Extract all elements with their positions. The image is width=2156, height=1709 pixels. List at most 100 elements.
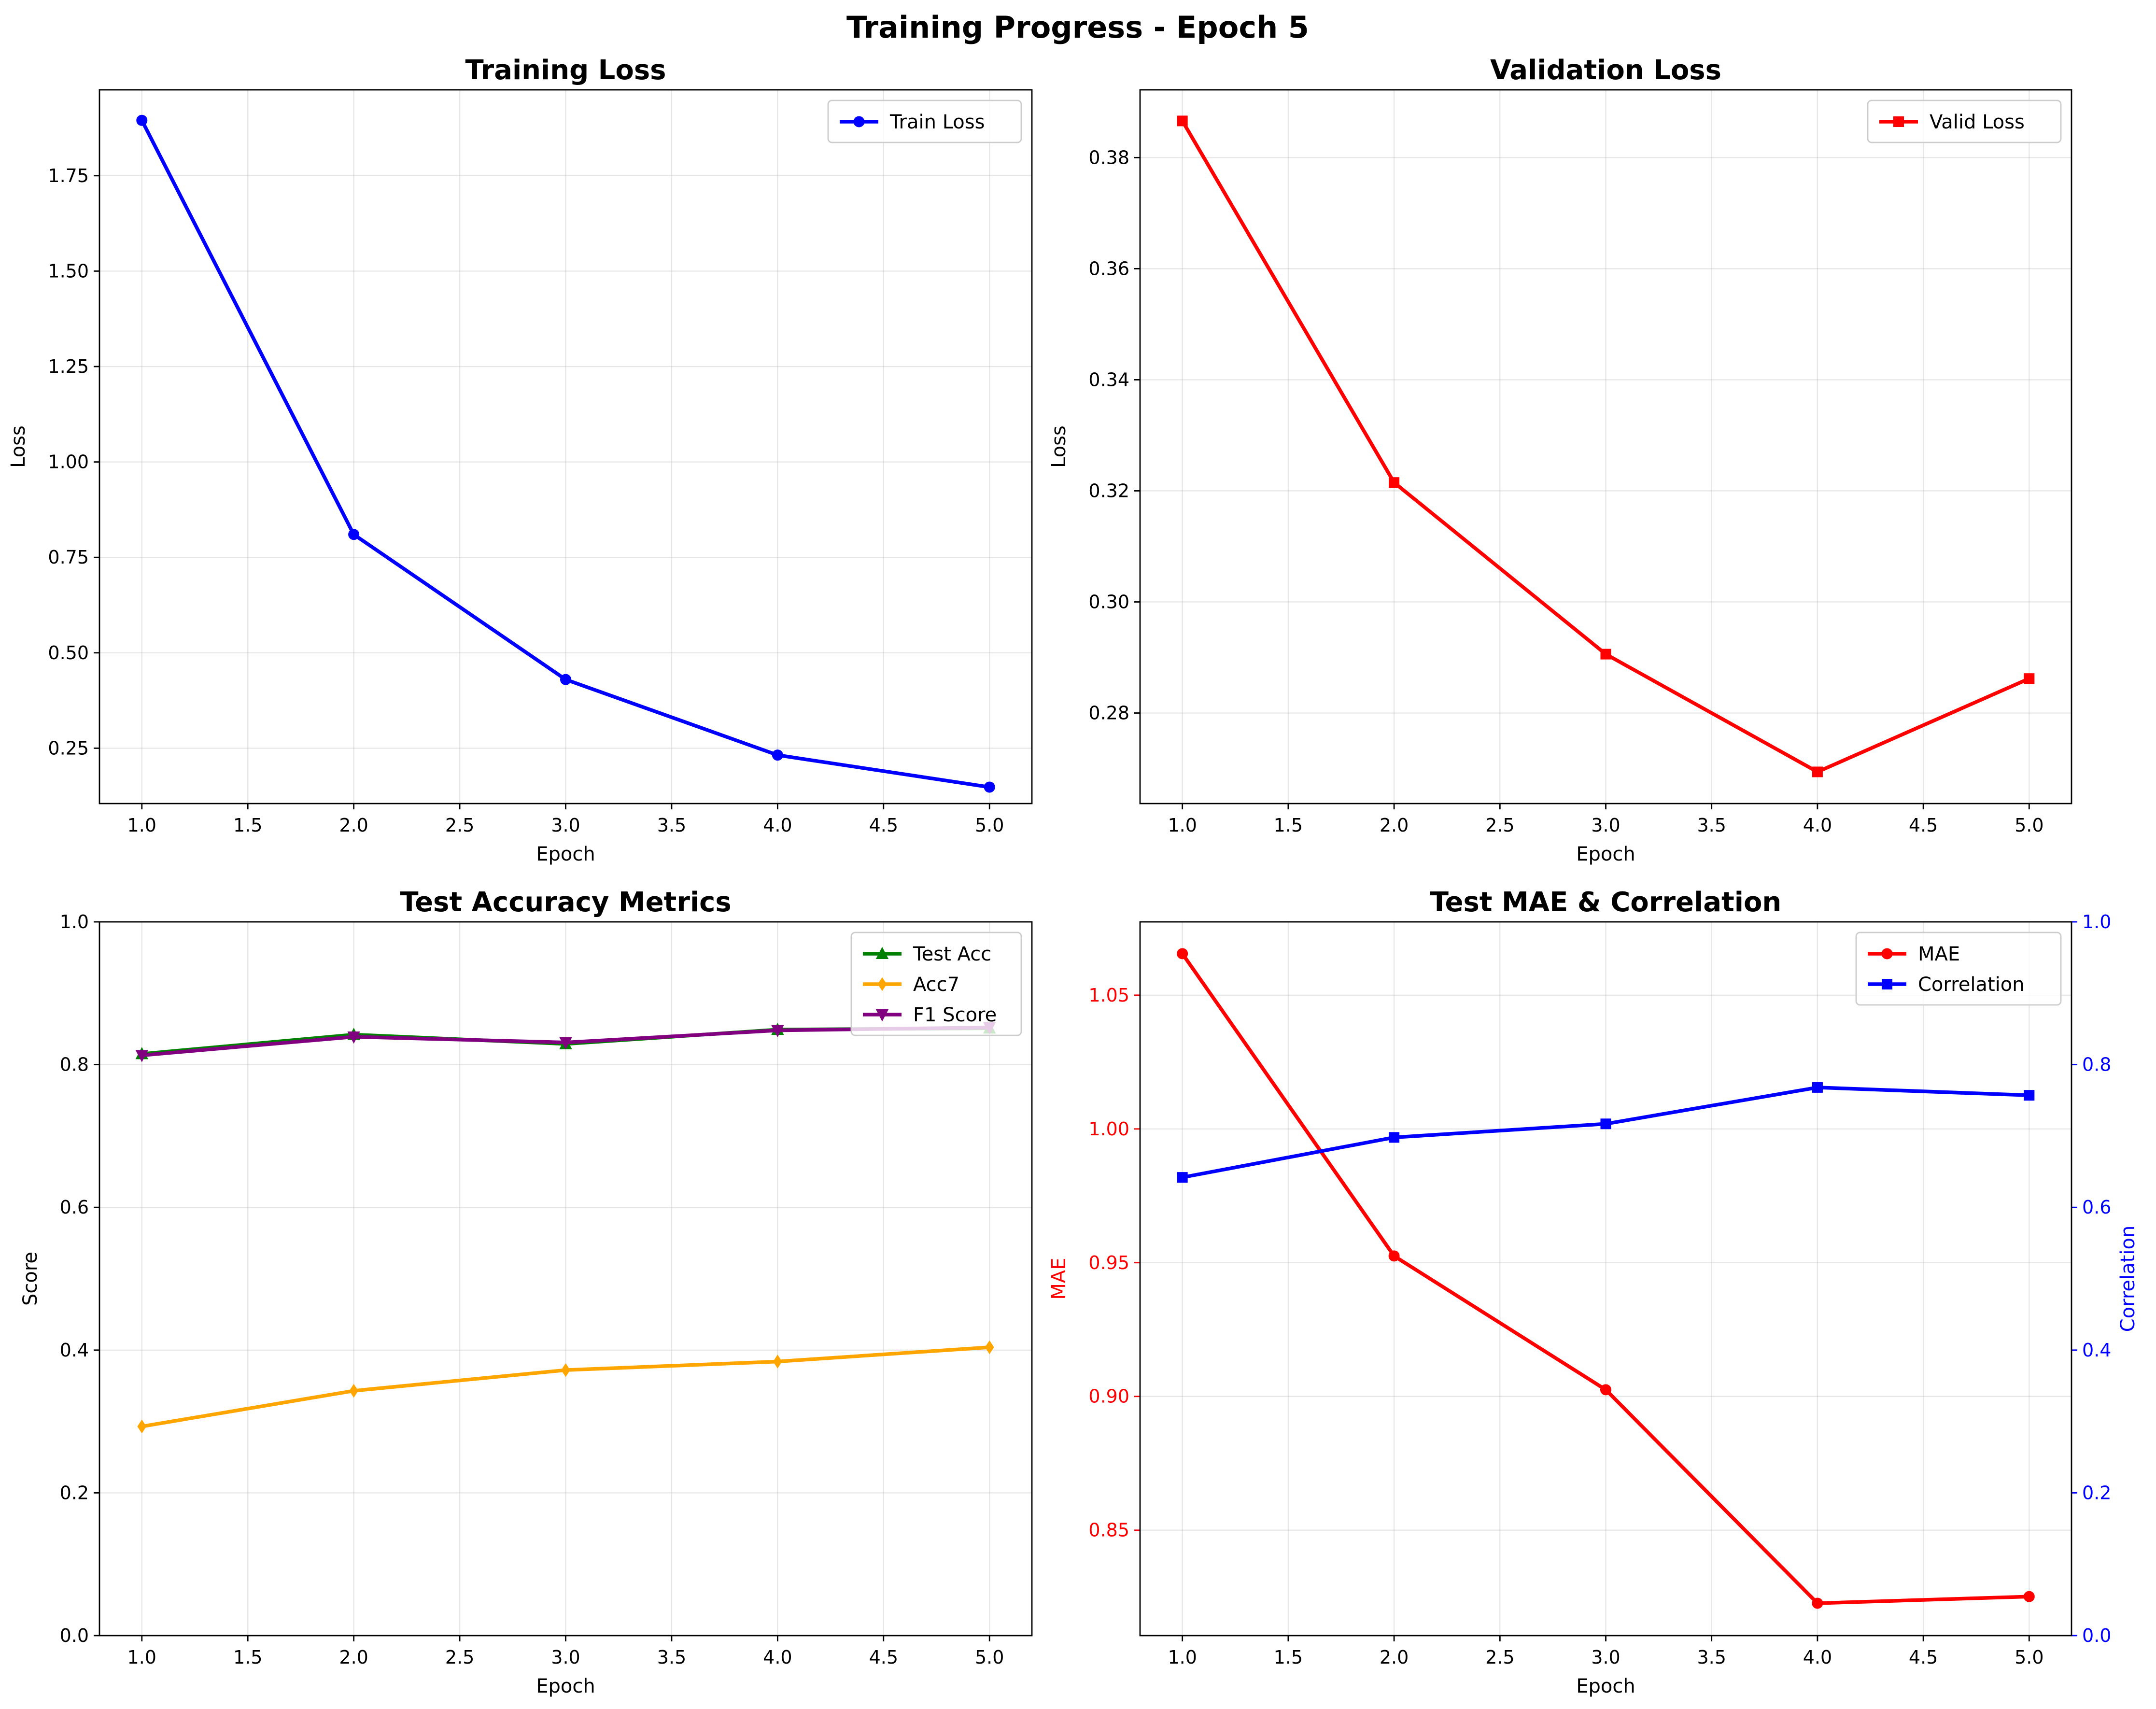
y-tick-label: 1.05 bbox=[1088, 985, 1129, 1006]
x-tick-label: 2.5 bbox=[1485, 815, 1514, 836]
y-tick-label: 0.32 bbox=[1088, 480, 1129, 501]
x-tick-label: 2.0 bbox=[1380, 815, 1409, 836]
y-tick-label: 1.50 bbox=[48, 260, 89, 282]
y-tick-label: 0.36 bbox=[1088, 258, 1129, 279]
legend: Test Acc Acc7 F1 Score bbox=[850, 932, 1022, 1036]
data-point bbox=[347, 1031, 360, 1044]
y-right-tick-label: 1.0 bbox=[2082, 911, 2111, 932]
y-tick-label: 0.90 bbox=[1088, 1386, 1129, 1407]
data-point bbox=[771, 1025, 784, 1037]
data-point bbox=[1389, 477, 1400, 488]
data-point bbox=[985, 1340, 994, 1355]
chart-panel-3: 1.0 1.5 2.0 2.5 3.0 3.5 4.0 4.5 5.0 0.0 0.2 0.4 0.6 0… bbox=[19, 887, 1033, 1697]
legend-label: Test Acc bbox=[913, 943, 991, 965]
x-tick-label: 4.0 bbox=[1803, 1647, 1832, 1668]
data-point bbox=[1812, 766, 1823, 777]
chart-panel-4: 1.0 1.5 2.0 2.5 3.0 3.5 4.0 4.5 5.0 0.85 0.90 0.95 1… bbox=[1048, 887, 2139, 1697]
legend-box bbox=[850, 932, 1022, 1036]
y-tick-label: 0.95 bbox=[1088, 1252, 1129, 1273]
data-point bbox=[561, 1363, 570, 1377]
legend-label: Acc7 bbox=[913, 974, 959, 996]
legend-marker bbox=[1882, 979, 1892, 989]
y-right-axis-label: Correlation bbox=[2117, 1226, 2139, 1332]
x-tick-label: 1.5 bbox=[1274, 1647, 1303, 1668]
data-point bbox=[1600, 1384, 1611, 1396]
x-tick-label: 1.0 bbox=[1168, 815, 1197, 836]
x-tick-label: 3.5 bbox=[1697, 815, 1726, 836]
data-point bbox=[772, 749, 783, 761]
data-point bbox=[2024, 1090, 2035, 1101]
x-tick-label: 4.5 bbox=[869, 1647, 898, 1668]
x-tick-label: 5.0 bbox=[2015, 815, 2043, 836]
x-axis-label: Epoch bbox=[536, 1675, 595, 1697]
y-tick-label: 1.00 bbox=[48, 452, 89, 473]
y-tick-label: 1.25 bbox=[48, 356, 89, 377]
figure-title: Training Progress - Epoch 5 bbox=[846, 10, 1309, 45]
legend: MAE Correlation bbox=[1855, 932, 2062, 1006]
x-tick-label: 4.5 bbox=[1909, 1647, 1938, 1668]
legend: Train Loss bbox=[827, 99, 1022, 143]
x-tick-label: 2.0 bbox=[339, 815, 368, 836]
x-tick-label: 3.5 bbox=[1697, 1647, 1726, 1668]
data-point bbox=[2023, 1591, 2035, 1602]
data-point bbox=[136, 114, 148, 126]
data-point bbox=[348, 529, 360, 540]
y-tick-label: 0.50 bbox=[48, 642, 89, 664]
data-point bbox=[773, 1355, 782, 1369]
y-right-tick-label: 0.8 bbox=[2082, 1054, 2111, 1075]
chart-title: Training Loss bbox=[465, 55, 666, 86]
chart-title: Test Accuracy Metrics bbox=[400, 887, 731, 918]
x-tick-label: 5.0 bbox=[2015, 1647, 2043, 1668]
data-point bbox=[2024, 673, 2035, 684]
y-right-tick-label: 0.2 bbox=[2082, 1482, 2111, 1503]
legend-marker bbox=[1881, 948, 1893, 960]
y-tick-label: 0.38 bbox=[1088, 147, 1129, 168]
series-mae bbox=[1177, 948, 2035, 1609]
legend-label: MAE bbox=[1918, 943, 1960, 965]
y-axis-label: Loss bbox=[7, 425, 29, 468]
plot-frame bbox=[1139, 921, 2072, 1637]
x-tick-label: 4.5 bbox=[869, 815, 898, 836]
legend-marker bbox=[1893, 116, 1904, 127]
chart-title: Validation Loss bbox=[1490, 55, 1721, 86]
x-tick-label: 4.0 bbox=[763, 1647, 792, 1668]
data-point bbox=[1177, 115, 1188, 127]
y-axis-label: Score bbox=[19, 1252, 42, 1306]
series-acc7 bbox=[137, 1340, 994, 1434]
x-tick-label: 3.5 bbox=[657, 815, 686, 836]
data-point bbox=[559, 1037, 572, 1050]
y-tick-label: 0.4 bbox=[60, 1340, 89, 1361]
x-tick-label: 4.5 bbox=[1909, 815, 1938, 836]
chart-title: Test MAE & Correlation bbox=[1430, 887, 1782, 918]
y-tick-label: 0.2 bbox=[60, 1482, 89, 1503]
y-tick-label: 1.75 bbox=[48, 165, 89, 186]
y-tick-label: 1.0 bbox=[60, 911, 89, 932]
x-tick-label: 5.0 bbox=[975, 815, 1004, 836]
data-point bbox=[349, 1384, 358, 1398]
data-point bbox=[1177, 1172, 1188, 1183]
y-right-tick-label: 0.0 bbox=[2082, 1625, 2111, 1646]
legend-box bbox=[1855, 932, 2062, 1006]
data-point bbox=[1600, 649, 1611, 660]
legend-label: Train Loss bbox=[889, 111, 985, 133]
y-tick-label: 0.6 bbox=[60, 1197, 89, 1218]
legend-label: F1 Score bbox=[913, 1004, 997, 1026]
y-right-tick-label: 0.4 bbox=[2082, 1340, 2111, 1361]
x-tick-label: 1.0 bbox=[127, 815, 156, 836]
x-tick-label: 1.5 bbox=[233, 815, 262, 836]
legend-marker bbox=[877, 977, 887, 991]
x-tick-label: 2.0 bbox=[339, 1647, 368, 1668]
x-tick-label: 2.5 bbox=[445, 1647, 474, 1668]
data-point bbox=[1812, 1597, 1823, 1609]
data-point bbox=[1388, 1250, 1400, 1262]
x-tick-label: 3.0 bbox=[551, 815, 580, 836]
x-tick-label: 1.5 bbox=[1274, 815, 1303, 836]
legend-label: Valid Loss bbox=[1930, 111, 2025, 133]
legend-marker bbox=[875, 946, 889, 959]
x-tick-label: 2.0 bbox=[1380, 1647, 1409, 1668]
x-tick-label: 4.0 bbox=[763, 815, 792, 836]
chart-panel-2: 1.0 1.5 2.0 2.5 3.0 3.5 4.0 4.5 5.0 0.28 0.30 0.32 0… bbox=[1048, 55, 2072, 865]
x-axis-label: Epoch bbox=[1576, 1675, 1635, 1697]
data-point bbox=[560, 674, 571, 685]
